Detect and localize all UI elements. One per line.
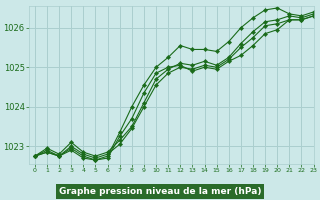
- Text: Graphe pression niveau de la mer (hPa): Graphe pression niveau de la mer (hPa): [59, 187, 261, 196]
